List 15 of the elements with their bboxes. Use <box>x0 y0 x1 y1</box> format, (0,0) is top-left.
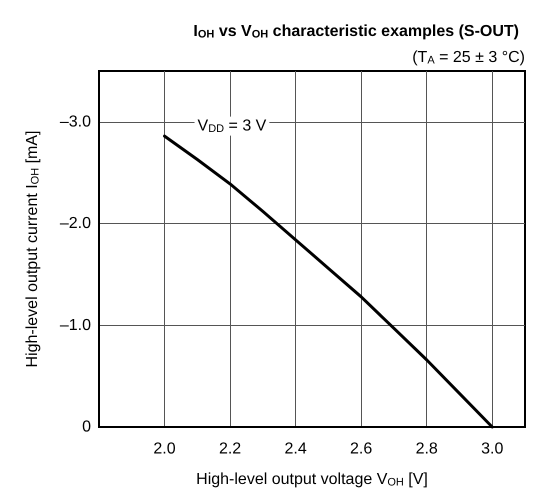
y-tick-label: 0 <box>82 418 92 436</box>
x-tick-label: 2.8 <box>416 440 438 458</box>
x-tick-label: 2.2 <box>218 440 242 458</box>
x-tick-label: 3.0 <box>481 440 504 458</box>
x-tick-label: 2.6 <box>350 440 372 458</box>
chart-title: IOH vs VOH characteristic examples (S-OUT) <box>193 23 519 40</box>
y-tick-label: –3.0 <box>60 113 92 130</box>
x-axis-title: High-level output voltage VOH [V] <box>196 471 428 488</box>
y-axis-title: High-level output current IOH [mA] <box>24 130 42 368</box>
y-tick-label: –1.0 <box>60 316 92 334</box>
x-tick-label: 2.4 <box>284 440 307 458</box>
y-tick-label: –2.0 <box>60 215 92 232</box>
x-tick-label: 2.0 <box>153 440 176 458</box>
series-label: VDD = 3 V <box>198 118 267 136</box>
chart-subtitle: (TA = 25 ± 3 °C) <box>412 49 525 66</box>
